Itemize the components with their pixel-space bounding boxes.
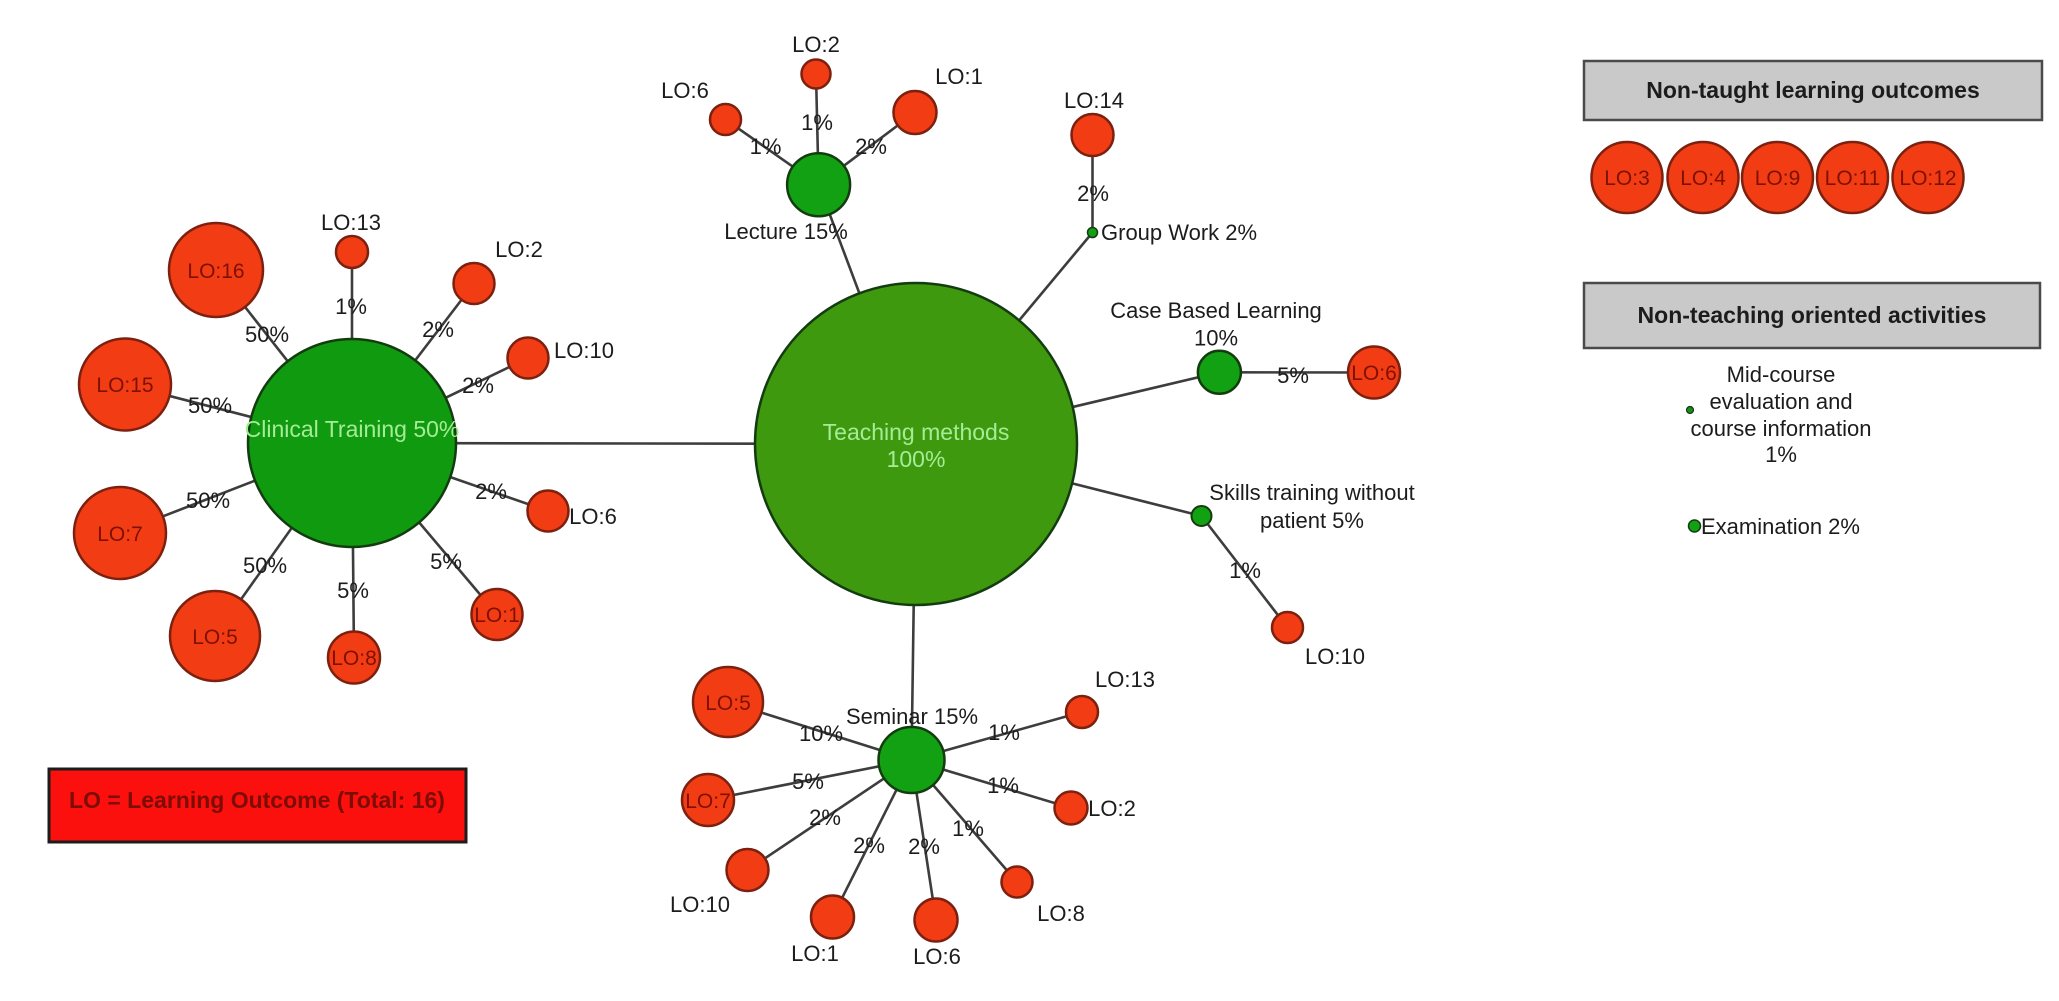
svg-text:2%: 2% [853, 833, 885, 858]
svg-text:LO:1: LO:1 [474, 604, 520, 627]
svg-text:LO:10: LO:10 [554, 338, 614, 363]
svg-text:Examination 2%: Examination 2% [1701, 514, 1860, 539]
svg-text:LO:6: LO:6 [913, 944, 961, 969]
svg-text:10%: 10% [799, 721, 843, 746]
svg-text:LO = Learning Outcome (Total:: LO = Learning Outcome (Total: 16) [69, 787, 445, 813]
svg-text:50%: 50% [245, 322, 289, 347]
svg-text:LO:6: LO:6 [1351, 362, 1397, 385]
svg-text:100%: 100% [887, 446, 946, 472]
svg-text:2%: 2% [809, 805, 841, 830]
svg-text:LO:2: LO:2 [495, 237, 543, 262]
svg-text:LO:4: LO:4 [1680, 167, 1726, 190]
svg-text:LO:1: LO:1 [791, 941, 839, 966]
svg-text:50%: 50% [188, 393, 232, 418]
svg-text:1%: 1% [987, 773, 1019, 798]
svg-text:Non-taught learning outcomes: Non-taught learning outcomes [1646, 77, 1980, 103]
svg-text:LO:10: LO:10 [670, 892, 730, 917]
svg-text:5%: 5% [1277, 363, 1309, 388]
svg-text:LO:13: LO:13 [321, 210, 381, 235]
svg-text:2%: 2% [1077, 181, 1109, 206]
svg-text:1%: 1% [1765, 442, 1797, 467]
svg-text:1%: 1% [335, 294, 367, 319]
svg-text:Group Work 2%: Group Work 2% [1101, 220, 1257, 245]
svg-text:LO:10: LO:10 [1305, 644, 1365, 669]
svg-text:50%: 50% [186, 488, 230, 513]
svg-text:5%: 5% [337, 578, 369, 603]
svg-text:5%: 5% [792, 769, 824, 794]
svg-text:LO:11: LO:11 [1825, 167, 1881, 190]
svg-text:LO:5: LO:5 [705, 692, 751, 715]
svg-text:1%: 1% [1229, 558, 1261, 583]
svg-text:10%: 10% [1194, 326, 1238, 351]
svg-text:LO:7: LO:7 [685, 790, 731, 813]
svg-text:1%: 1% [952, 816, 984, 841]
svg-text:Non-teaching oriented activiti: Non-teaching oriented activities [1638, 302, 1987, 328]
svg-text:LO:5: LO:5 [192, 626, 238, 649]
svg-text:LO:8: LO:8 [331, 647, 377, 670]
svg-text:LO:3: LO:3 [1604, 167, 1650, 190]
svg-text:2%: 2% [908, 834, 940, 859]
svg-text:LO:2: LO:2 [1088, 796, 1136, 821]
svg-text:course information: course information [1691, 416, 1872, 441]
svg-text:Case Based Learning: Case Based Learning [1110, 298, 1322, 323]
svg-text:2%: 2% [855, 134, 887, 159]
svg-text:LO:6: LO:6 [569, 504, 617, 529]
svg-text:1%: 1% [988, 720, 1020, 745]
svg-text:LO:6: LO:6 [661, 78, 709, 103]
svg-text:50%: 50% [243, 553, 287, 578]
svg-text:LO:13: LO:13 [1095, 667, 1155, 692]
svg-text:1%: 1% [750, 134, 782, 159]
svg-text:2%: 2% [422, 317, 454, 342]
svg-text:5%: 5% [430, 549, 462, 574]
svg-text:LO:16: LO:16 [187, 260, 244, 283]
svg-text:LO:2: LO:2 [792, 32, 840, 57]
svg-text:Skills training without: Skills training without [1209, 480, 1414, 505]
svg-text:2%: 2% [475, 479, 507, 504]
svg-text:Seminar 15%: Seminar 15% [846, 704, 978, 729]
svg-text:2%: 2% [462, 373, 494, 398]
svg-text:Mid-course: Mid-course [1727, 362, 1836, 387]
svg-text:patient 5%: patient 5% [1260, 508, 1364, 533]
svg-text:LO:15: LO:15 [96, 374, 153, 397]
svg-text:LO:8: LO:8 [1037, 901, 1085, 926]
svg-text:Lecture 15%: Lecture 15% [724, 219, 848, 244]
svg-text:LO:12: LO:12 [1899, 167, 1956, 190]
svg-text:1%: 1% [801, 110, 833, 135]
svg-text:evaluation and: evaluation and [1709, 389, 1852, 414]
svg-text:LO:1: LO:1 [935, 64, 983, 89]
svg-text:LO:9: LO:9 [1755, 167, 1801, 190]
svg-text:Clinical Training 50%: Clinical Training 50% [245, 416, 460, 442]
svg-text:LO:7: LO:7 [97, 523, 143, 546]
svg-text:Teaching methods: Teaching methods [823, 419, 1010, 445]
svg-text:LO:14: LO:14 [1064, 88, 1124, 113]
